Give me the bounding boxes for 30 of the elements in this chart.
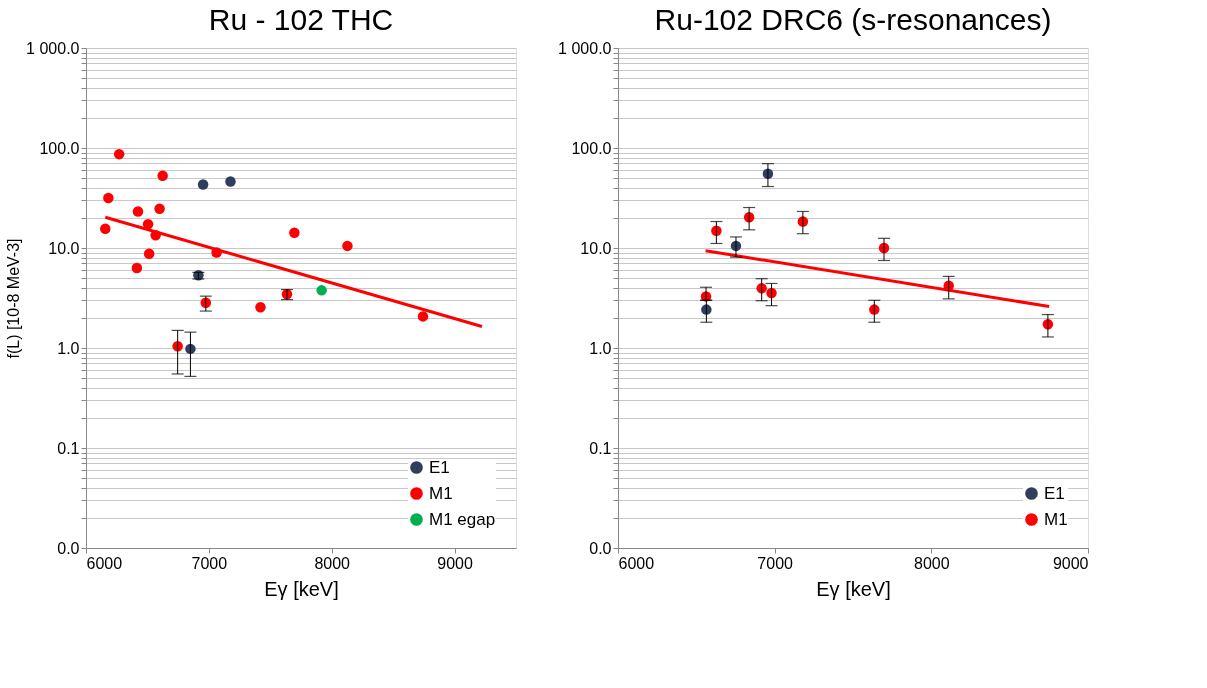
y-tick-label: 0.1 bbox=[589, 439, 612, 457]
chart-title: Ru-102 DRC6 (s-resonances) bbox=[654, 3, 1052, 36]
y-tick-label: 10.0 bbox=[48, 239, 80, 257]
y-tick-label: 1 000.0 bbox=[558, 39, 612, 57]
y-axis-title: f(L) [10-8 MeV-3] bbox=[5, 238, 23, 359]
y-tick-label: 0.0 bbox=[589, 539, 612, 557]
y-tick-label: 10.0 bbox=[580, 239, 612, 257]
x-tick-label: 6000 bbox=[618, 554, 655, 572]
x-tick-label: 7000 bbox=[757, 554, 794, 572]
x-tick-label: 8000 bbox=[314, 554, 351, 572]
x-tick-label: 8000 bbox=[914, 554, 950, 572]
x-tick-label: 7000 bbox=[191, 554, 228, 572]
legend-label: M1 bbox=[429, 483, 453, 503]
x-axis-title: Eγ [keV] bbox=[816, 577, 891, 600]
x-axis-title: Eγ [keV] bbox=[264, 577, 339, 600]
legend-label: M1 bbox=[1044, 509, 1068, 529]
y-tick-label: 100.0 bbox=[39, 139, 80, 157]
y-tick-label: 1 000.0 bbox=[26, 39, 80, 57]
x-tick-label: 9000 bbox=[1052, 554, 1089, 572]
y-tick-label: 0.1 bbox=[57, 439, 80, 457]
x-tick-label: 9000 bbox=[437, 554, 473, 572]
legend-label: E1 bbox=[429, 457, 450, 477]
y-tick-label: 0.0 bbox=[57, 539, 80, 557]
y-tick-label: 1.0 bbox=[589, 339, 612, 357]
y-tick-label: 1.0 bbox=[57, 339, 80, 357]
legend-label: M1 egap bbox=[429, 509, 496, 529]
x-tick-label: 6000 bbox=[86, 554, 123, 572]
chart-title: Ru - 102 THC bbox=[208, 3, 394, 36]
y-tick-label: 100.0 bbox=[571, 139, 612, 157]
legend-label: E1 bbox=[1044, 483, 1065, 503]
